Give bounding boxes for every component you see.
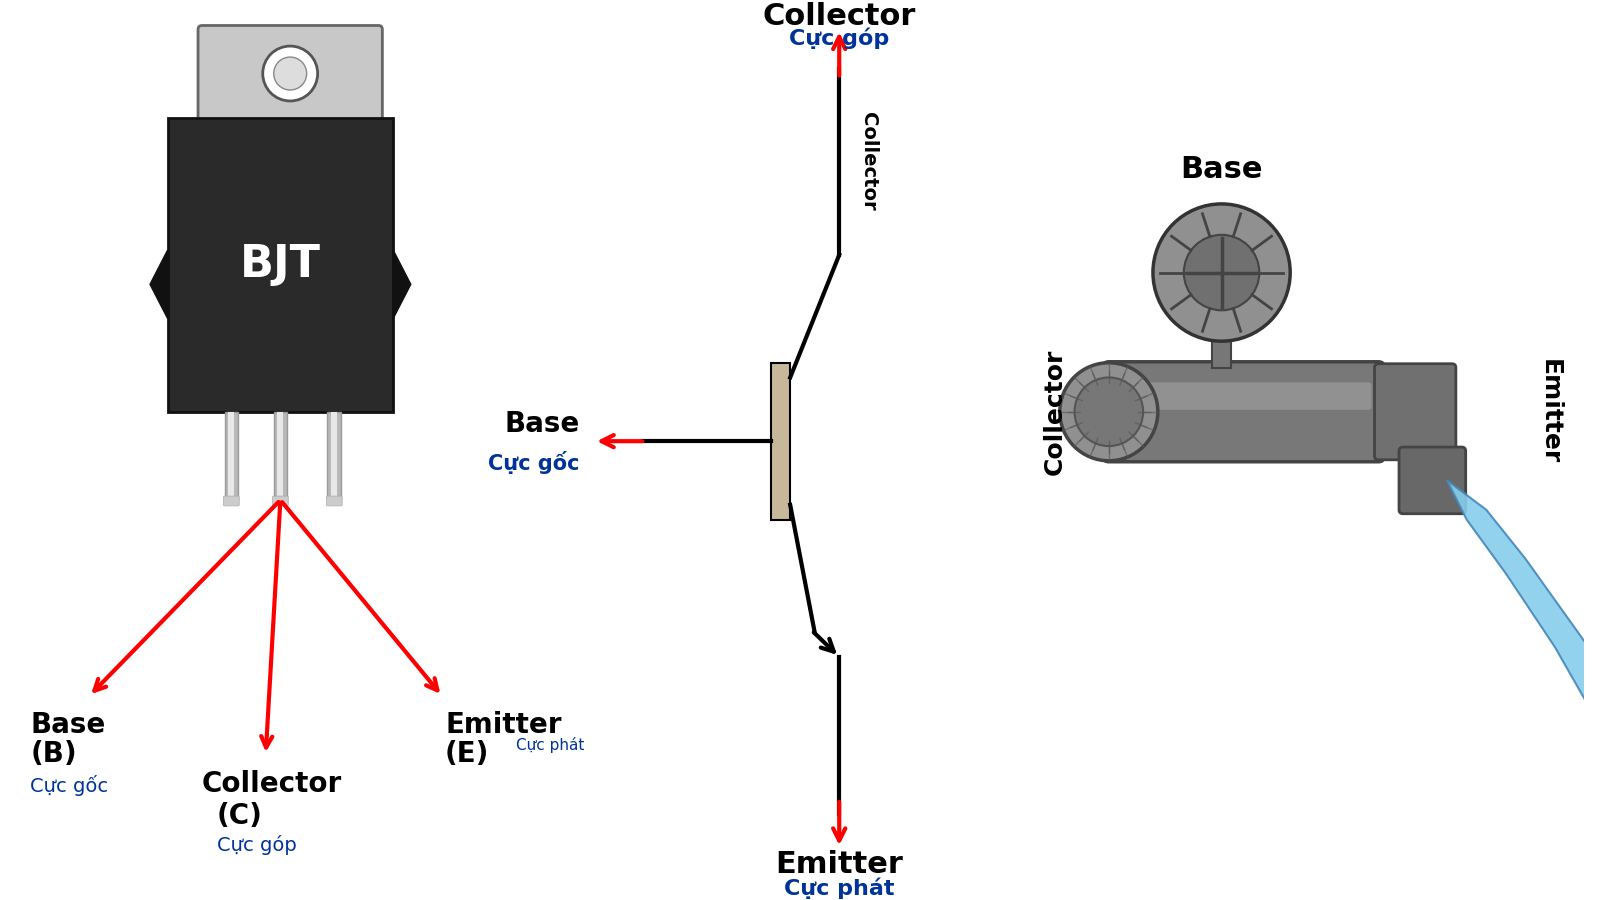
Text: Collector: Collector (202, 770, 342, 797)
Text: Emitter: Emitter (776, 850, 902, 879)
Bar (277, 412, 283, 500)
Text: (C): (C) (216, 802, 262, 830)
Text: (E): (E) (445, 740, 490, 769)
Bar (328, 412, 341, 500)
Text: Collector: Collector (763, 2, 915, 31)
Bar (229, 412, 234, 500)
Text: Cực phát: Cực phát (784, 878, 894, 899)
Text: Cực gốc: Cực gốc (488, 451, 579, 474)
Circle shape (1059, 363, 1158, 461)
Text: Base: Base (504, 410, 579, 437)
FancyBboxPatch shape (1102, 362, 1384, 462)
Circle shape (274, 57, 307, 90)
Bar (224, 412, 238, 500)
Bar (771, 363, 790, 519)
Bar (331, 412, 338, 500)
Text: (B): (B) (30, 740, 77, 769)
Text: Cực góp: Cực góp (789, 28, 890, 49)
Circle shape (1594, 756, 1600, 772)
FancyBboxPatch shape (1398, 447, 1466, 514)
Polygon shape (1446, 481, 1600, 804)
Bar (168, 118, 394, 412)
Text: Collector: Collector (859, 112, 878, 212)
FancyBboxPatch shape (224, 496, 240, 506)
Circle shape (262, 46, 318, 101)
Polygon shape (150, 250, 168, 319)
Text: Base: Base (1181, 156, 1262, 184)
Bar (274, 412, 288, 500)
FancyBboxPatch shape (272, 496, 288, 506)
Text: Base: Base (30, 711, 106, 739)
Circle shape (1184, 235, 1259, 310)
Text: BJT: BJT (240, 243, 322, 286)
Circle shape (1154, 204, 1290, 341)
Text: Cực phát: Cực phát (515, 737, 584, 753)
Circle shape (1075, 377, 1142, 446)
Bar (1211, 314, 1232, 367)
Text: Cực góp: Cực góp (216, 835, 296, 855)
Polygon shape (394, 250, 411, 319)
FancyBboxPatch shape (1374, 364, 1456, 460)
FancyBboxPatch shape (326, 496, 342, 506)
Text: Emitter: Emitter (1538, 359, 1562, 464)
Text: Emitter: Emitter (445, 711, 562, 739)
FancyBboxPatch shape (1115, 382, 1371, 410)
Text: Collector: Collector (1043, 348, 1067, 475)
Text: Cực gốc: Cực gốc (30, 775, 109, 796)
FancyBboxPatch shape (198, 25, 382, 122)
